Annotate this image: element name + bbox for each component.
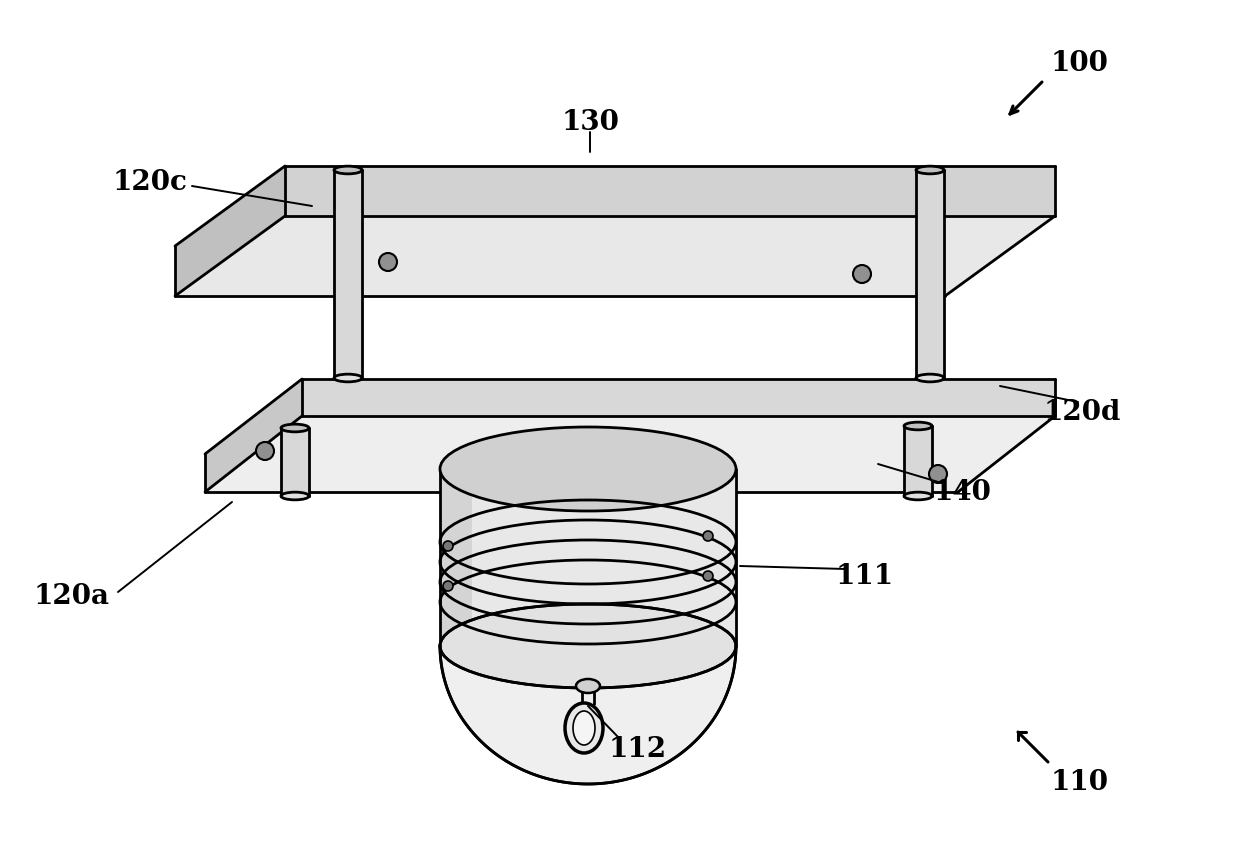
Polygon shape [334, 170, 362, 379]
Circle shape [379, 254, 397, 272]
Polygon shape [281, 429, 309, 496]
Polygon shape [440, 469, 472, 647]
Circle shape [255, 442, 274, 461]
Polygon shape [175, 167, 285, 296]
Polygon shape [904, 426, 932, 496]
Circle shape [929, 465, 947, 484]
Ellipse shape [577, 679, 600, 693]
Ellipse shape [565, 703, 603, 753]
Text: 110: 110 [1052, 769, 1109, 796]
Ellipse shape [281, 425, 309, 432]
Text: 120d: 120d [1043, 399, 1121, 426]
Circle shape [853, 266, 870, 284]
Polygon shape [440, 647, 737, 784]
Text: 120c: 120c [113, 170, 187, 197]
Circle shape [703, 571, 713, 582]
Ellipse shape [334, 167, 362, 175]
Ellipse shape [440, 428, 737, 511]
Circle shape [443, 541, 453, 551]
Polygon shape [440, 469, 737, 647]
Ellipse shape [334, 375, 362, 382]
Ellipse shape [916, 375, 944, 382]
Polygon shape [285, 167, 1055, 217]
Ellipse shape [904, 493, 932, 500]
Polygon shape [205, 416, 1055, 492]
Polygon shape [205, 380, 303, 492]
Text: 120a: 120a [33, 583, 110, 609]
Circle shape [703, 532, 713, 541]
Ellipse shape [573, 711, 595, 745]
Ellipse shape [281, 493, 309, 500]
Polygon shape [916, 170, 944, 379]
Text: 111: 111 [836, 563, 894, 590]
Ellipse shape [904, 423, 932, 430]
Ellipse shape [916, 167, 944, 175]
Polygon shape [303, 380, 1055, 416]
Polygon shape [175, 217, 1055, 296]
Text: 140: 140 [932, 479, 991, 506]
Circle shape [443, 582, 453, 592]
Text: 130: 130 [560, 110, 619, 137]
Text: 112: 112 [609, 736, 667, 763]
Text: 100: 100 [1052, 50, 1109, 77]
Ellipse shape [440, 604, 737, 688]
